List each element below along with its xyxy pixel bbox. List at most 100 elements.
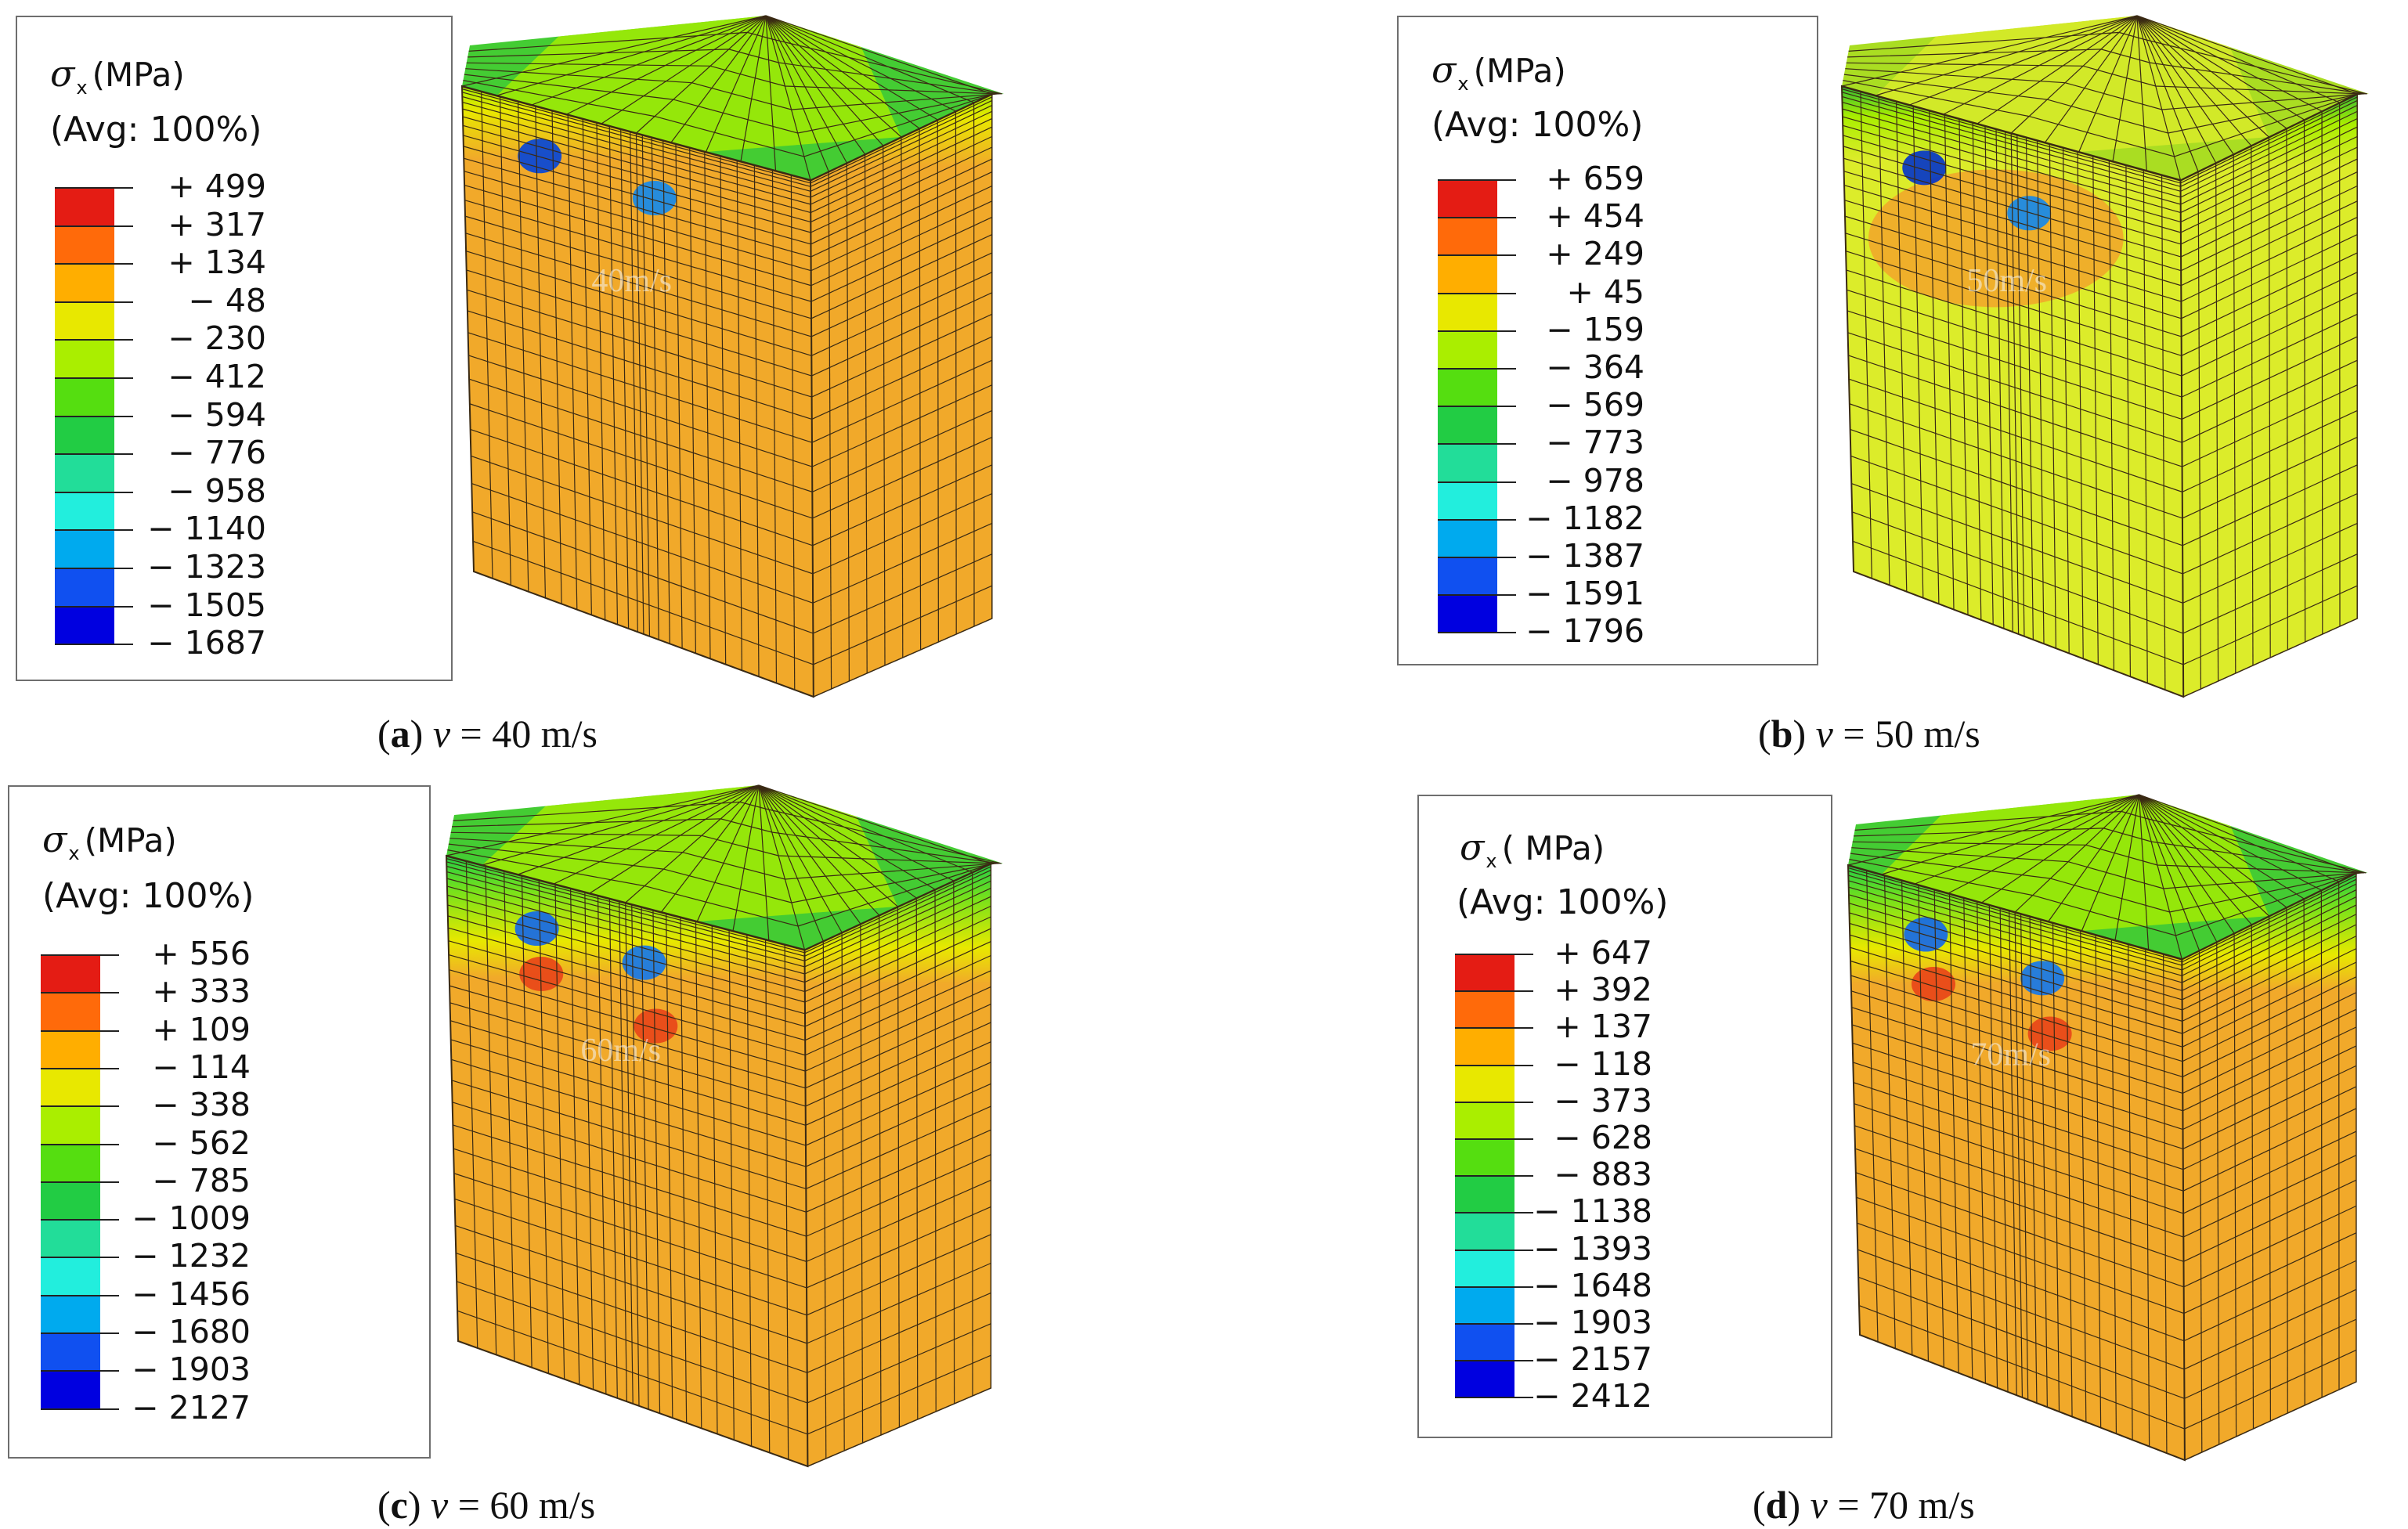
legend-tick xyxy=(1455,954,1533,955)
mesh-line xyxy=(805,970,991,1056)
mesh-line xyxy=(2025,137,2034,640)
mesh-line xyxy=(2182,492,2358,575)
mesh-line xyxy=(670,15,767,143)
mesh-line xyxy=(805,1083,991,1167)
mesh-line xyxy=(1933,889,1944,1368)
mesh-line xyxy=(447,894,805,993)
mesh-line xyxy=(810,126,993,214)
front-face xyxy=(1847,864,2186,1462)
mesh-line xyxy=(468,378,813,492)
mesh-line xyxy=(1959,118,1969,615)
mesh-line xyxy=(2180,99,2358,187)
mesh-line xyxy=(2161,175,2166,691)
legend-swatch xyxy=(55,530,114,568)
mesh-line xyxy=(1853,1062,2183,1170)
legend-tick xyxy=(55,605,133,608)
mesh-line xyxy=(2163,954,2168,1454)
mesh-line xyxy=(804,866,991,954)
legend-tick xyxy=(1455,1397,1533,1399)
mesh-line xyxy=(2128,943,2133,1441)
mesh-line xyxy=(2136,15,2147,171)
legend-swatch xyxy=(41,1181,100,1221)
mesh-line xyxy=(846,162,850,682)
legend-value: − 338 xyxy=(152,1086,251,1124)
mesh-line xyxy=(812,409,993,492)
legend-avg: (Avg: 100%) xyxy=(1457,882,1669,922)
legend-title: σx (MPa) xyxy=(42,818,177,864)
speed-label: 50m/s xyxy=(1966,263,2047,299)
mesh-line xyxy=(1944,114,1955,610)
mesh-line xyxy=(1977,901,1986,1383)
mesh-line xyxy=(2139,794,2322,891)
legend-value: − 1393 xyxy=(1533,1229,1652,1268)
mesh-line xyxy=(462,96,811,192)
mesh-line xyxy=(2198,950,2203,1453)
mesh-line xyxy=(2182,992,2357,1077)
legend-swatch xyxy=(55,264,114,302)
stress-contour-model-c: 60m/s xyxy=(445,784,1003,1468)
mesh-line xyxy=(469,403,813,519)
mesh-line xyxy=(1842,102,2181,198)
legend-swatch xyxy=(55,225,114,265)
mesh-line xyxy=(467,289,812,398)
mesh-line xyxy=(758,784,806,950)
mesh-line xyxy=(608,125,619,625)
mesh-line xyxy=(1848,870,2182,966)
legend-value: − 1903 xyxy=(132,1350,251,1389)
legend-value: − 230 xyxy=(168,319,266,358)
mesh-line xyxy=(696,784,760,922)
legend-swatch xyxy=(1455,1213,1514,1250)
legend-value: − 373 xyxy=(1554,1081,1652,1120)
legend-tick xyxy=(41,1181,119,1183)
mesh-line xyxy=(518,784,760,875)
mesh-line xyxy=(462,108,811,205)
mesh-line xyxy=(1841,88,2181,184)
legend-swatch xyxy=(55,454,114,492)
stress-concentration xyxy=(2020,961,2065,996)
mesh-line xyxy=(635,132,644,635)
legend-swatch xyxy=(41,1257,100,1296)
mesh-line xyxy=(504,871,515,1361)
mesh-line xyxy=(446,784,760,856)
mesh-line xyxy=(499,96,511,586)
mesh-line xyxy=(804,880,991,968)
mesh-line xyxy=(897,906,901,1428)
mesh-line xyxy=(2108,160,2115,671)
mesh-line xyxy=(619,900,628,1402)
mesh-line xyxy=(1843,135,2182,233)
mesh-line xyxy=(447,904,806,1003)
mesh-line xyxy=(915,897,919,1420)
mesh-line xyxy=(446,871,805,968)
mesh-line xyxy=(2136,15,2340,103)
mesh-line xyxy=(448,927,806,1027)
mesh-line xyxy=(464,157,811,258)
mesh-line xyxy=(1844,215,2182,319)
mesh-line xyxy=(810,185,993,272)
mesh-line xyxy=(1855,1172,2184,1288)
mesh-line xyxy=(472,540,814,665)
legend-value: − 412 xyxy=(168,358,266,395)
mesh-line xyxy=(1963,897,1973,1379)
mesh-line xyxy=(464,171,811,272)
mesh-line xyxy=(758,784,770,941)
mesh-line xyxy=(1849,859,2359,936)
mesh-line xyxy=(2052,922,2060,1412)
legend-tick xyxy=(55,225,133,227)
mesh-line xyxy=(2139,794,2235,934)
mesh-line xyxy=(467,310,812,420)
mesh-line xyxy=(810,216,993,302)
mesh-line xyxy=(2183,1232,2357,1314)
mesh-line xyxy=(1850,455,2183,575)
mesh-line xyxy=(2180,105,2358,192)
mesh-line xyxy=(2125,164,2132,677)
legend-tick xyxy=(1455,1249,1533,1251)
legend-tick xyxy=(41,1219,119,1221)
legend-tick xyxy=(1455,1138,1533,1140)
mesh-line xyxy=(1981,794,2139,903)
mesh-line xyxy=(608,898,618,1398)
mesh-line xyxy=(465,860,478,1348)
legend-tick xyxy=(41,1370,119,1372)
mesh-line xyxy=(1854,1148,2184,1262)
mesh-line xyxy=(805,1041,991,1126)
mesh-line xyxy=(2182,896,2357,983)
